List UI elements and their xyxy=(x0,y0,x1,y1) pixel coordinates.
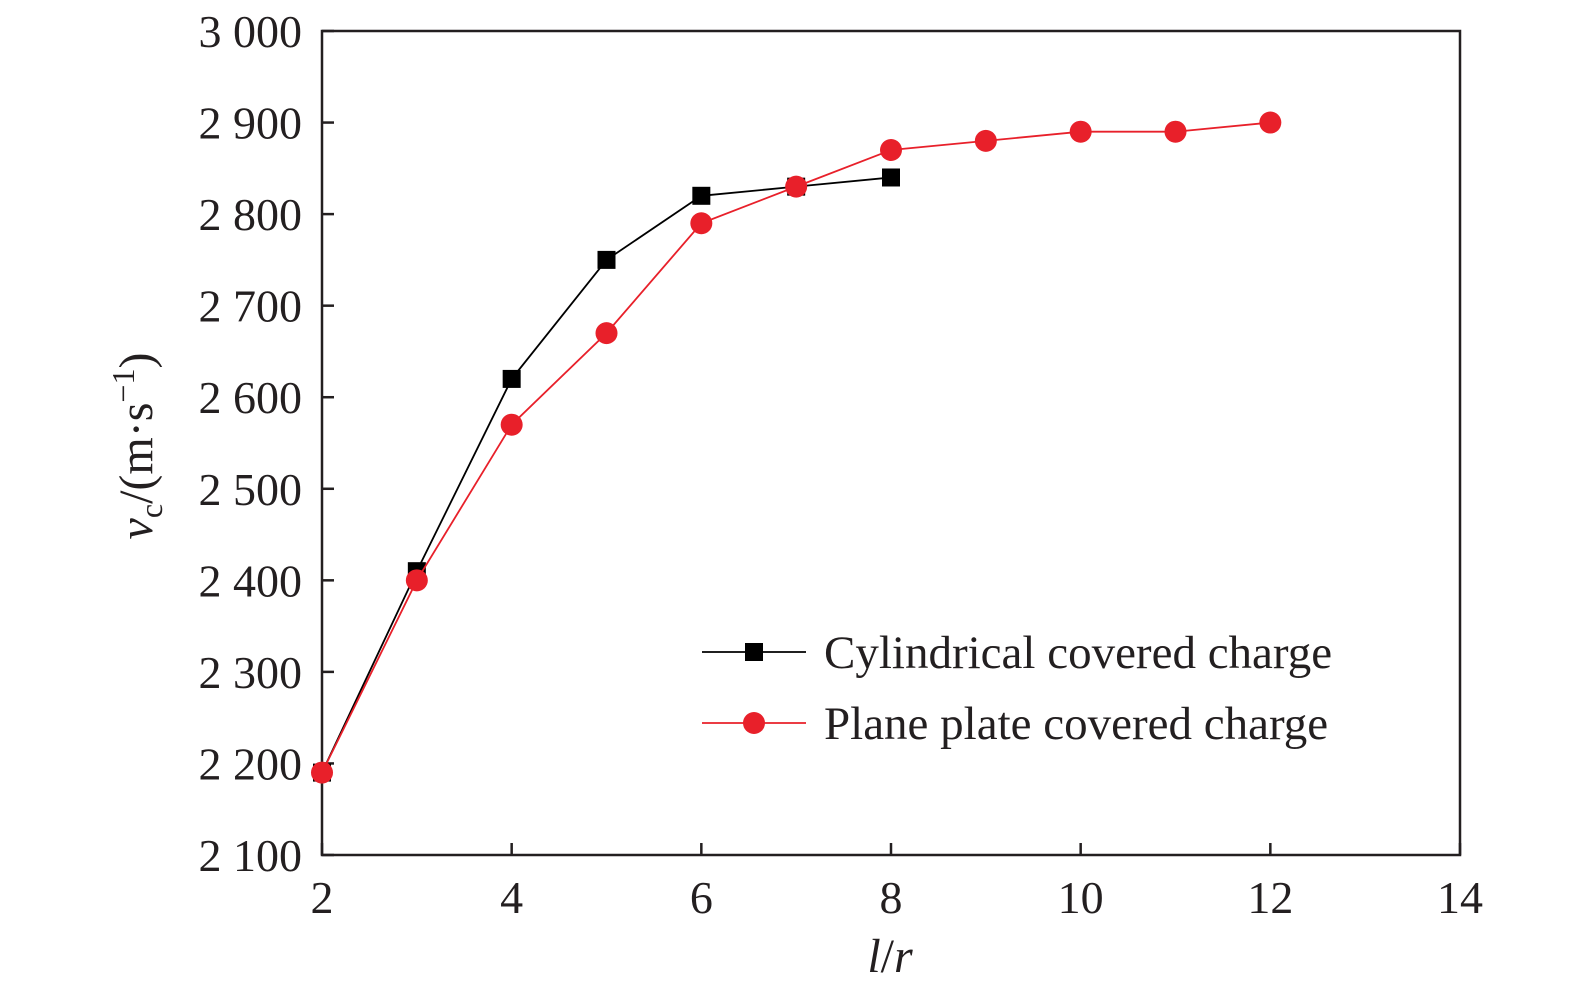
data-point-square xyxy=(882,168,900,187)
data-point-circle xyxy=(690,212,713,235)
data-point-circle xyxy=(785,175,808,198)
data-point-circle xyxy=(1069,120,1092,143)
y-axis-unit-superscript: −1 xyxy=(105,369,141,403)
legend-label: Cylindrical covered charge xyxy=(824,627,1332,679)
data-point-circle xyxy=(743,712,765,734)
data-point-circle xyxy=(974,129,997,152)
y-tick-label: 2 100 xyxy=(199,830,303,881)
x-axis-title: l/r xyxy=(867,930,913,983)
data-point-square xyxy=(745,643,763,661)
data-point-circle xyxy=(595,322,618,345)
data-point-circle xyxy=(311,761,333,784)
series-plane-plate xyxy=(311,111,1282,784)
data-point-circle xyxy=(880,139,902,162)
data-point-square xyxy=(502,369,521,388)
x-tick-label: 12 xyxy=(1247,872,1293,923)
y-axis-unit: /(m·s xyxy=(110,403,163,504)
data-point-circle xyxy=(405,569,428,592)
x-tick-label: 14 xyxy=(1437,872,1483,923)
y-axis-title: vc/(m·s−1) xyxy=(105,353,169,540)
y-tick-label: 2 900 xyxy=(199,98,303,149)
legend-label: Plane plate covered charge xyxy=(824,698,1328,750)
y-tick-label: 2 800 xyxy=(199,189,303,240)
legend-item: Plane plate covered charge xyxy=(702,698,1328,750)
y-axis-var: v xyxy=(110,517,163,539)
x-axis-separator: / xyxy=(881,930,895,983)
x-tick-label: 2 xyxy=(311,872,334,923)
x-tick-label: 6 xyxy=(690,872,713,923)
x-axis-var2: r xyxy=(894,930,913,983)
y-axis-var-subscript: c xyxy=(133,504,169,518)
x-tick-label: 10 xyxy=(1058,872,1104,923)
series-layer xyxy=(311,111,1282,784)
y-tick-label: 2 600 xyxy=(199,372,303,423)
data-point-circle xyxy=(500,413,523,436)
y-tick-label: 3 000 xyxy=(199,6,303,57)
data-point-square xyxy=(597,250,616,269)
data-point-circle xyxy=(1164,120,1187,143)
data-point-square xyxy=(692,186,711,205)
y-tick-label: 2 200 xyxy=(199,738,303,789)
x-tick-label: 4 xyxy=(500,872,523,923)
x-axis-var1: l xyxy=(867,930,880,983)
axis-ticks: 2 4 6 8 10 12 14 2 100 2 200 2 300 2 400 2 500 2 600… xyxy=(199,6,1484,923)
legend-item: Cylindrical covered charge xyxy=(702,627,1332,679)
y-axis-unit-close: ) xyxy=(110,353,163,369)
y-tick-label: 2 500 xyxy=(199,464,303,515)
y-tick-label: 2 700 xyxy=(199,281,303,332)
data-point-circle xyxy=(1259,111,1282,134)
y-tick-label: 2 400 xyxy=(199,555,303,606)
x-tick-label: 8 xyxy=(880,872,903,923)
series-cylindrical xyxy=(313,168,900,782)
legend: Cylindrical covered charge Plane plate co… xyxy=(702,627,1332,750)
y-tick-label: 2 300 xyxy=(199,647,303,698)
